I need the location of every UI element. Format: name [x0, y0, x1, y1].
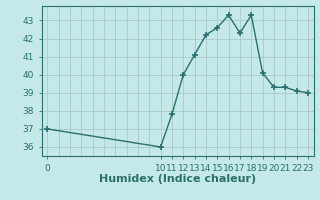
X-axis label: Humidex (Indice chaleur): Humidex (Indice chaleur): [99, 174, 256, 184]
